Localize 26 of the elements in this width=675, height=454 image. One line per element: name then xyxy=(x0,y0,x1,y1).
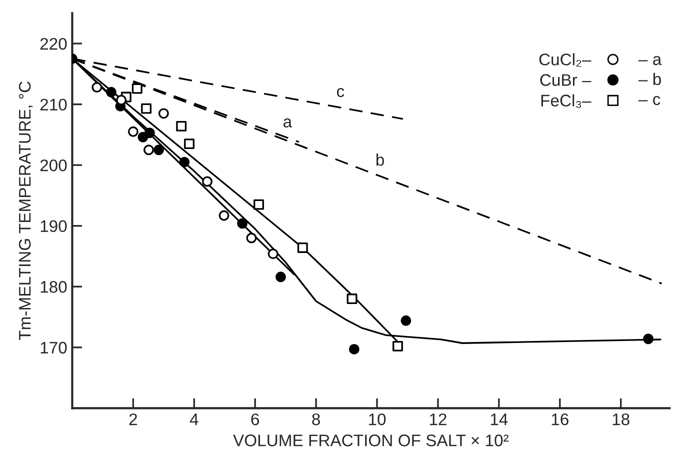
x-tick-label: 18 xyxy=(612,413,630,426)
y-tick-label: 170 xyxy=(40,342,67,354)
annotation: a xyxy=(283,118,292,128)
x-tick-label: 10 xyxy=(369,413,386,426)
annotation: b xyxy=(376,154,384,166)
y-tick-label: 190 xyxy=(40,220,67,232)
y-tick-label: 200 xyxy=(40,159,67,172)
x-tick-label: 2 xyxy=(129,413,137,426)
x-axis-title: VOLUME FRACTION OF SALT × 10² xyxy=(233,434,509,446)
y-axis-title: Tm-MELTING TEMPERATURE, °C xyxy=(18,82,33,340)
annotation: – b xyxy=(638,72,661,86)
legend-label: FeCl₃– xyxy=(541,94,592,108)
x-tick-label: 12 xyxy=(430,413,446,426)
x-tick-label: 4 xyxy=(190,414,198,426)
y-tick-label: 220 xyxy=(40,38,67,50)
x-tick-label: 6 xyxy=(251,413,259,426)
x-tick-label: 8 xyxy=(312,413,320,426)
annotation: – c xyxy=(638,96,660,106)
annotation: – a xyxy=(638,56,662,66)
x-tick-label: 16 xyxy=(552,413,568,426)
annotation: c xyxy=(336,88,344,98)
x-tick-label: 14 xyxy=(490,414,508,426)
legend-label: CuCl₂– xyxy=(539,53,592,67)
y-tick-label: 210 xyxy=(40,98,67,111)
legend-label: CuBr – xyxy=(540,74,592,86)
y-tick-label: 180 xyxy=(40,281,67,293)
